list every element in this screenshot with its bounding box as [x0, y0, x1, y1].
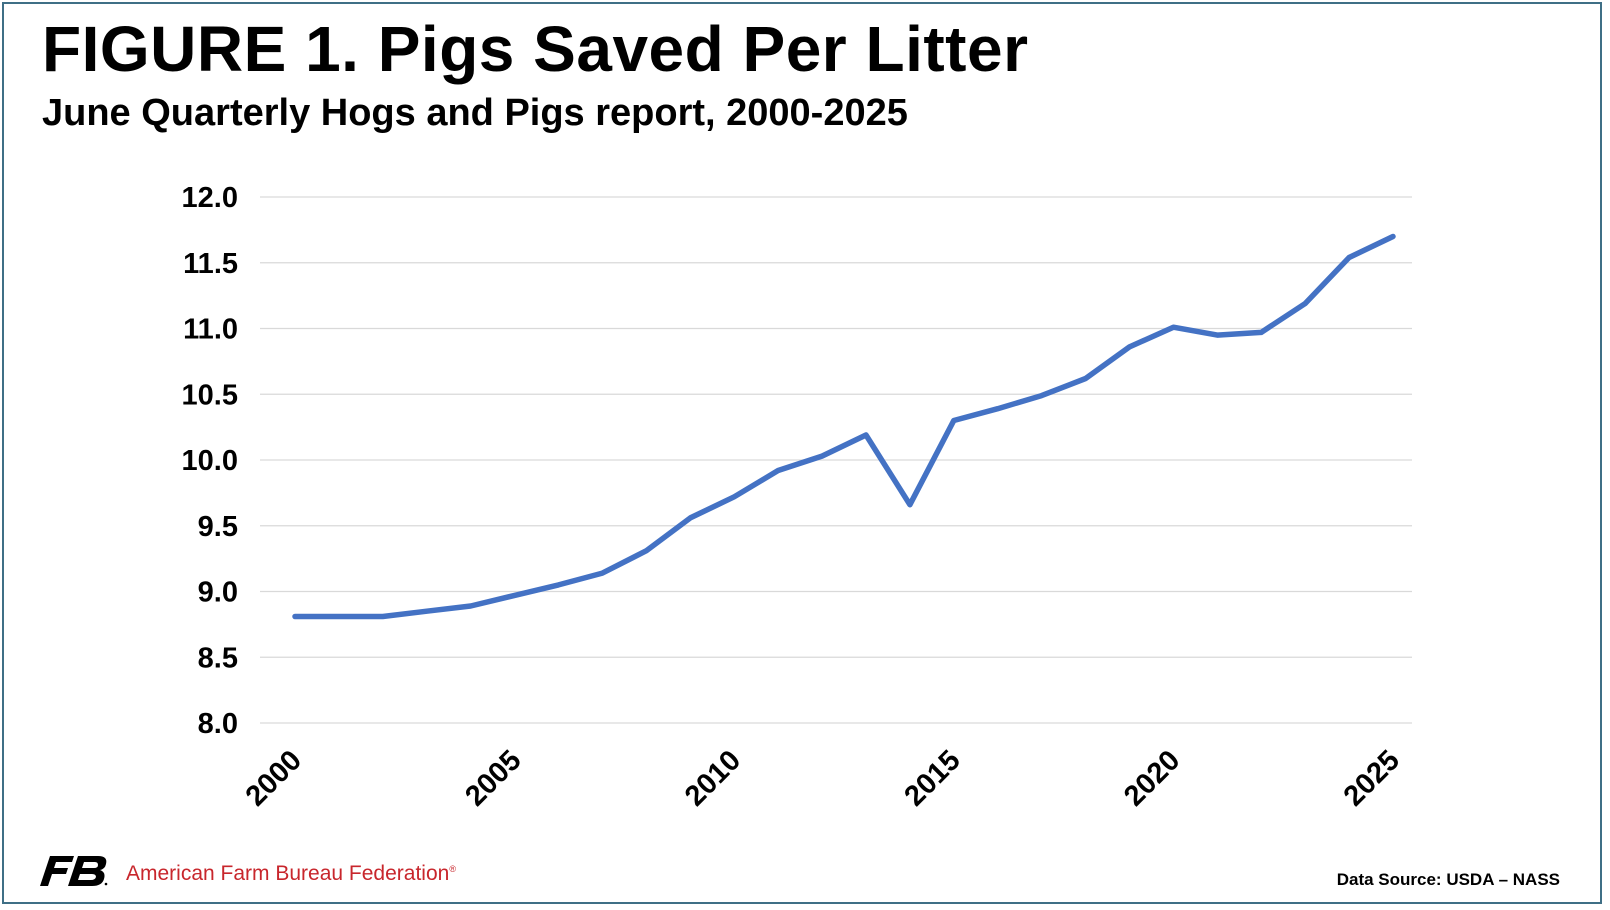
series-group	[292, 233, 1396, 620]
org-name: American Farm Bureau Federation®	[126, 862, 456, 885]
x-axis-ticks: 2000 2005 2010 2015 2020 2025	[240, 744, 1406, 812]
x-tick-label: 2015	[899, 744, 967, 812]
x-tick-label: 2000	[240, 744, 308, 812]
chart-subtitle: June Quarterly Hogs and Pigs report, 200…	[42, 92, 908, 134]
y-tick-label: 9.5	[198, 511, 238, 543]
y-tick-label: 8.0	[198, 708, 238, 740]
y-tick-label: 8.5	[198, 642, 238, 674]
x-tick-label: 2025	[1338, 744, 1406, 812]
chart-title: FIGURE 1. Pigs Saved Per Litter	[42, 13, 1029, 85]
y-tick-label: 12.0	[182, 182, 238, 214]
x-tick-label: 2005	[459, 744, 527, 812]
x-tick-label: 2010	[679, 744, 747, 812]
y-axis-ticks: 8.0 8.5 9.0 9.5 10.0 10.5 11.0 11.5 12.0	[182, 182, 238, 740]
data-source: Data Source: USDA – NASS	[1336, 870, 1560, 889]
y-tick-label: 11.0	[183, 314, 238, 346]
x-tick-label: 2020	[1118, 744, 1186, 812]
afbf-logo-icon	[40, 856, 108, 886]
y-tick-label: 10.5	[182, 379, 238, 411]
gridlines	[260, 196, 1412, 724]
y-tick-label: 10.0	[182, 445, 238, 477]
y-tick-label: 11.5	[183, 248, 238, 280]
series-line-0	[292, 233, 1396, 620]
y-tick-label: 9.0	[198, 577, 238, 609]
